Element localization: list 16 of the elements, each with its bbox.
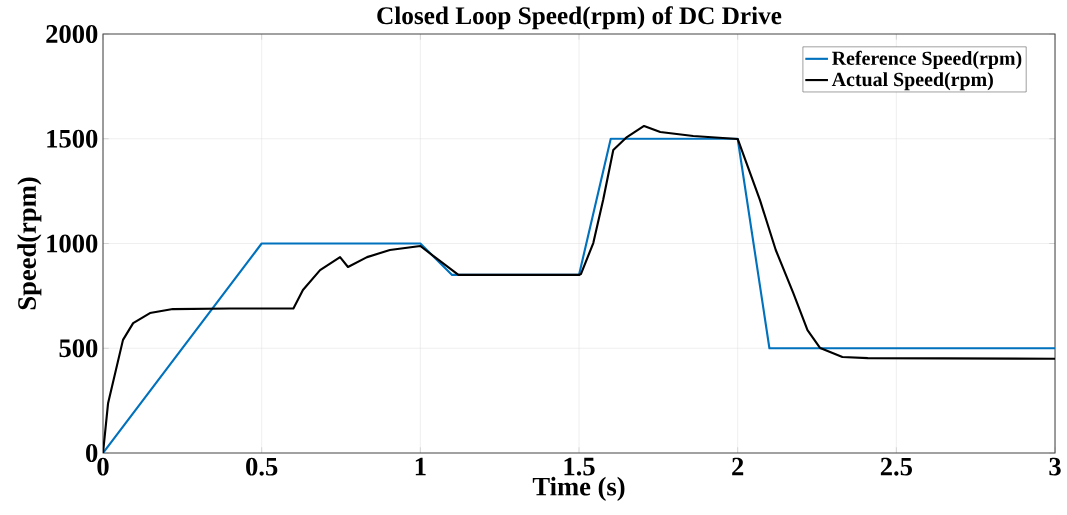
y-tick-label: 2000 [46, 25, 98, 43]
legend-label: Reference Speed(rpm) [832, 50, 1022, 70]
x-tick-label: 2.5 [880, 457, 912, 476]
y-tick-label: 1000 [47, 234, 98, 253]
legend-label: Actual Speed(rpm) [831, 72, 993, 91]
y-tick-label: 1500 [47, 129, 98, 148]
x-tick-label: 3 [1049, 457, 1061, 476]
chart-title: Closed Loop Speed(rpm) of DC Drive [377, 6, 782, 30]
x-tick-label: 1 [415, 457, 426, 476]
y-tick-label: 0 [86, 444, 98, 462]
x-tick-label: 1.5 [564, 457, 595, 476]
y-axis-title: Speed(rpm) [17, 177, 42, 310]
x-axis-title: Time (s) [532, 476, 625, 501]
x-tick-label: 0.5 [246, 457, 278, 476]
x-tick-label: 2 [732, 457, 744, 476]
y-tick-label: 500 [59, 339, 98, 358]
